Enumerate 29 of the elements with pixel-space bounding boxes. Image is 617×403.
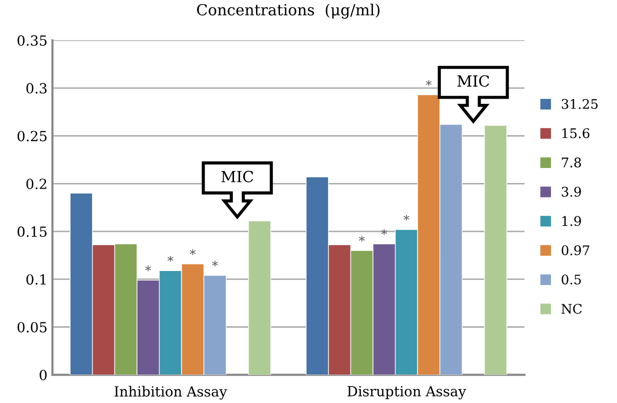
data-label: * [145,266,152,272]
legend-label: 31.25 [562,98,598,109]
data-label: * [426,80,432,86]
data-label: * [190,249,196,255]
legend-label: NC [561,304,582,314]
y-tick-label: 0.25 [18,130,47,142]
legend-label: 7.8 [562,158,581,168]
y-tick-label: 0.05 [18,322,47,332]
legend-label: 0.97 [562,245,590,256]
chart-title: Concentrations (μg/ml) [197,4,380,19]
y-tick-label: 0.35 [18,35,47,46]
x-tick-label: Disruption Assay [348,386,466,400]
data-label: * [358,236,365,242]
y-tick-label: 0.1 [26,274,46,285]
legend-label: 15.6 [562,128,590,138]
y-tick-label: 0.15 [18,226,47,237]
data-label: * [212,260,218,266]
data-label: * [168,256,174,262]
legend-label: 0.5 [562,274,581,285]
data-label: * [404,214,410,221]
legend-label: 1.9 [562,216,581,226]
annotation: MIC [221,170,254,182]
y-tick-label: 0.2 [26,178,46,190]
y-tick-label: 0 [40,370,47,380]
x-tick-label: Inhibition Assay [114,386,228,400]
annotation: MIC [457,75,490,87]
y-tick-label: 0.3 [26,83,47,94]
legend-label: 3.9 [562,186,581,197]
data-label: * [381,229,388,235]
